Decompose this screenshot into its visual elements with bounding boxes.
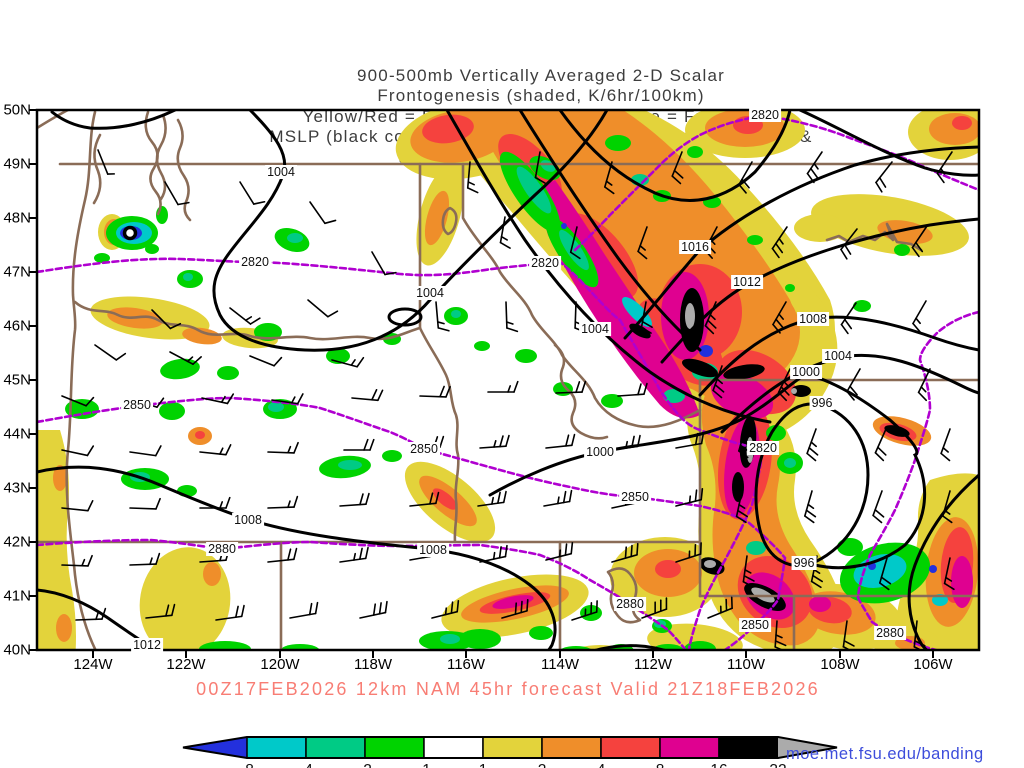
map-frame (35, 108, 981, 652)
lat-tick-label: 48N (3, 209, 31, 227)
title-line: Frontogenesis (shaded, K/6hr/100km) (377, 86, 705, 105)
contour-label: 1004 (579, 322, 611, 336)
frontolysis-bullseye (122, 225, 138, 241)
lon-tick-label: 124W (73, 656, 113, 673)
colorbar-tick-label: 2 (538, 762, 547, 768)
contour-label: 996 (809, 396, 835, 410)
contour-label: 1012 (131, 638, 163, 652)
lat-tick-label: 43N (3, 479, 31, 497)
lon-tick-label: 106W (913, 656, 953, 673)
frontogenesis-shading (37, 110, 979, 650)
contour-label: 2850 (619, 490, 651, 504)
contour-label: 1012 (731, 275, 763, 289)
contour-label: 1008 (232, 513, 264, 527)
colorbar-tick-label: 16 (710, 762, 727, 768)
colorbar: -8 -4 -2 -1 1 2 4 8 16 32 (182, 736, 838, 768)
contour-label: 2880 (614, 597, 646, 611)
lat-tick-label: 42N (3, 533, 31, 551)
contour-label: 1008 (417, 543, 449, 557)
lon-tick-label: 108W (820, 656, 860, 673)
lon-tick-label: 114W (540, 656, 580, 673)
lat-tick-label: 46N (3, 317, 31, 335)
lon-tick-label: 112W (633, 656, 673, 673)
contour-label: 1004 (822, 349, 854, 363)
contour-label: 1000 (584, 445, 616, 459)
lon-tick-label: 116W (446, 656, 486, 673)
contour-label: 2850 (408, 442, 440, 456)
lon-tick-label: 118W (353, 656, 393, 673)
lat-tick-label: 40N (3, 641, 31, 659)
axis-ticks (29, 109, 934, 658)
colorbar-tick-label: 8 (656, 762, 665, 768)
lon-tick-label: 120W (260, 656, 300, 673)
title-line: 900-500mb Vertically Averaged 2-D Scalar (356, 65, 726, 85)
colorbar-tick-label: 4 (597, 762, 606, 768)
contour-label: 2880 (206, 542, 238, 556)
map-layers (37, 110, 979, 650)
lat-tick-label: 41N (3, 587, 31, 605)
contour-label: 1004 (265, 165, 297, 179)
contour-label: 2880 (874, 626, 906, 640)
contour-label: 2850 (121, 398, 153, 412)
contour-label: 1016 (679, 240, 711, 254)
lat-tick-label: 45N (3, 371, 31, 389)
colorbar-tick-label: -2 (358, 762, 372, 768)
contour-label: 2820 (529, 256, 561, 270)
contour-label: 2820 (747, 441, 779, 455)
lon-tick-label: 122W (166, 656, 206, 673)
forecast-valid-line: 00Z17FEB2026 12km NAM 45hr forecast Vali… (196, 679, 820, 699)
credit-link[interactable]: moe.met.fsu.edu/banding (786, 745, 984, 763)
mslp-contours (37, 110, 979, 650)
contour-label: 1008 (797, 312, 829, 326)
lat-tick-label: 49N (3, 155, 31, 173)
lat-tick-label: 50N (3, 101, 31, 119)
colorbar-tick-label: -8 (240, 762, 254, 768)
contour-label: 1004 (414, 286, 446, 300)
colorbar-tick-label: -1 (417, 762, 431, 768)
lat-tick-label: 44N (3, 425, 31, 443)
colorbar-tick-label: -4 (299, 762, 313, 768)
lat-tick-label: 47N (3, 263, 31, 281)
colorbar-tick-label: 1 (479, 762, 488, 768)
contour-label: 1000 (790, 365, 822, 379)
contour-label: 2850 (739, 618, 771, 632)
contour-label: 2820 (749, 108, 781, 122)
colorbar-tick-label: 32 (769, 762, 786, 768)
contour-label: 2820 (239, 255, 271, 269)
contour-label: 996 (791, 556, 817, 570)
lon-tick-label: 110W (726, 656, 766, 673)
